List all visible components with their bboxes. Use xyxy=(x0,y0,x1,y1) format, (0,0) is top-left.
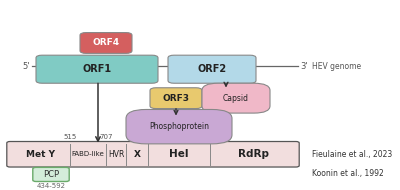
FancyBboxPatch shape xyxy=(126,109,232,144)
Text: Koonin et al., 1992: Koonin et al., 1992 xyxy=(312,169,384,178)
Text: ORF4: ORF4 xyxy=(92,39,120,48)
Text: ORF3: ORF3 xyxy=(162,94,190,103)
Text: Capsid: Capsid xyxy=(223,94,249,103)
Text: RdRp: RdRp xyxy=(238,149,268,159)
Text: 515: 515 xyxy=(63,134,77,140)
FancyBboxPatch shape xyxy=(33,167,69,181)
Text: HEV genome: HEV genome xyxy=(312,62,361,70)
Text: HVR: HVR xyxy=(108,150,124,159)
Text: 434-592: 434-592 xyxy=(36,183,66,189)
Text: Hel: Hel xyxy=(169,149,189,159)
Text: PCP: PCP xyxy=(43,170,59,179)
Text: ORF1: ORF1 xyxy=(82,64,112,74)
FancyBboxPatch shape xyxy=(36,55,158,83)
Text: Met Y: Met Y xyxy=(26,150,54,159)
FancyBboxPatch shape xyxy=(80,32,132,53)
Text: Phosphoprotein: Phosphoprotein xyxy=(149,122,209,131)
Text: X: X xyxy=(134,150,140,159)
FancyBboxPatch shape xyxy=(202,83,270,113)
FancyBboxPatch shape xyxy=(7,142,299,167)
FancyBboxPatch shape xyxy=(150,88,202,108)
Text: 3': 3' xyxy=(300,62,308,70)
Text: Fieulaine et al., 2023: Fieulaine et al., 2023 xyxy=(312,150,392,159)
Text: 707: 707 xyxy=(99,134,113,140)
Text: 5': 5' xyxy=(22,62,30,70)
Text: ORF2: ORF2 xyxy=(198,64,226,74)
FancyBboxPatch shape xyxy=(168,55,256,83)
Text: FABD-like: FABD-like xyxy=(72,151,104,157)
